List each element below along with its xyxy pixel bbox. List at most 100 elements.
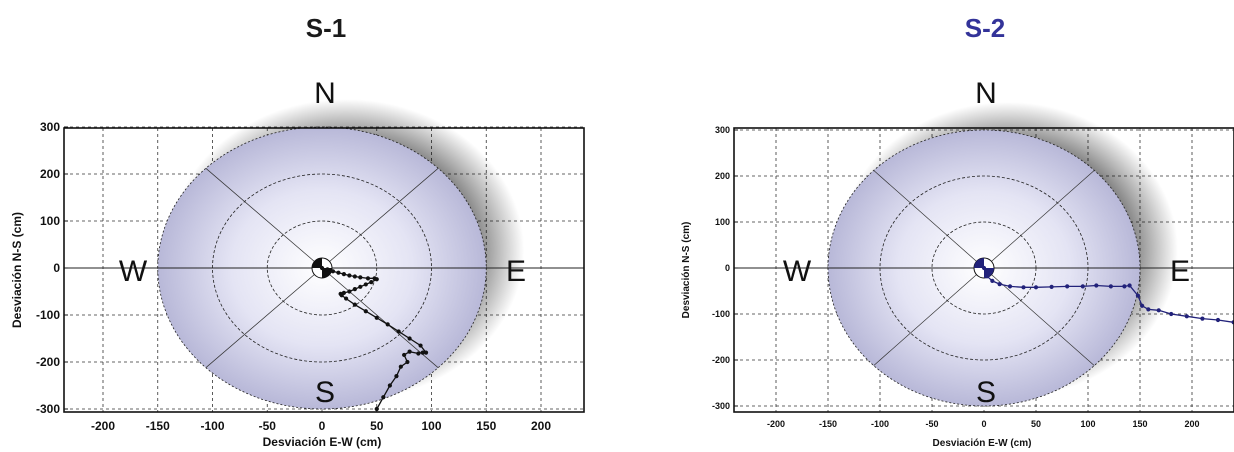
data-point xyxy=(1139,303,1145,308)
compass-label-south: S xyxy=(976,376,996,409)
x-tick-label: -150 xyxy=(819,419,837,429)
data-point xyxy=(385,322,390,327)
data-point xyxy=(423,350,429,355)
compass-label-west: W xyxy=(119,255,148,288)
x-tick-label: 100 xyxy=(421,419,441,433)
y-tick-label: 200 xyxy=(40,167,60,181)
data-point xyxy=(985,274,990,279)
data-point xyxy=(352,274,357,279)
data-point xyxy=(1169,311,1174,317)
data-point xyxy=(343,296,349,301)
data-point xyxy=(1127,283,1132,288)
panel-s1: S-1 -200 -150 -100 -50 0 50 100 150 200-300-200-… xyxy=(10,13,585,449)
data-point xyxy=(1065,284,1070,289)
y-axis-label: Desviación N-S (cm) xyxy=(10,212,24,328)
data-point xyxy=(418,343,423,348)
data-point xyxy=(363,282,368,287)
center-marker-quadrant xyxy=(312,258,322,268)
x-tick-label: 200 xyxy=(1184,419,1199,429)
y-tick-label: -100 xyxy=(36,308,60,322)
x-tick-label: 0 xyxy=(319,419,326,433)
y-tick-label: -300 xyxy=(36,402,60,416)
x-tick-label: -100 xyxy=(200,419,224,433)
data-point xyxy=(381,395,386,400)
plot-area: -200 -150 -100 -50 0 50 100 150 200 -300 -200 -100 0… xyxy=(36,99,585,433)
x-tick-label: -200 xyxy=(91,419,115,433)
y-tick-label: -300 xyxy=(712,401,730,411)
data-point xyxy=(1094,283,1099,288)
chart-title: S-2 xyxy=(965,13,1005,43)
data-point xyxy=(407,336,412,341)
y-tick-label: -100 xyxy=(712,309,730,319)
data-point xyxy=(374,277,379,282)
data-point xyxy=(990,278,995,283)
data-point xyxy=(1049,284,1054,289)
x-tick-label: 50 xyxy=(1031,419,1041,429)
x-tick-label: 0 xyxy=(981,419,986,429)
data-point xyxy=(997,282,1002,287)
data-point xyxy=(398,364,403,369)
data-point xyxy=(396,329,401,334)
data-point xyxy=(981,265,987,271)
compass-label-south: S xyxy=(315,376,335,409)
y-tick-label: 100 xyxy=(715,217,730,227)
data-point xyxy=(1215,317,1221,323)
y-tick-label: 0 xyxy=(725,263,730,273)
data-point xyxy=(363,309,368,314)
panel-s2: S-2 -200 -150 -100 -50 0 50 100 150 200-300-200-… xyxy=(681,13,1234,449)
compass-label-east: E xyxy=(1170,255,1190,288)
data-point xyxy=(1007,284,1013,289)
compass-label-east: E xyxy=(506,255,526,288)
x-tick-label: -200 xyxy=(767,419,785,429)
data-point xyxy=(1122,284,1127,289)
data-point xyxy=(405,359,410,365)
x-tick-label: 100 xyxy=(1080,419,1095,429)
data-point xyxy=(358,275,363,280)
data-point xyxy=(402,352,407,358)
x-tick-label: 50 xyxy=(370,419,384,433)
data-point xyxy=(374,315,379,320)
plot-frame xyxy=(63,127,585,413)
data-point xyxy=(1200,316,1205,321)
plot-area: -200 -150 -100 -50 0 50 100 150 200 -300 -200 -100 0… xyxy=(712,102,1234,429)
y-tick-label: 300 xyxy=(715,125,730,135)
data-point xyxy=(358,284,363,289)
data-point xyxy=(1033,285,1039,290)
x-tick-label: 150 xyxy=(476,419,496,433)
data-point xyxy=(394,374,399,379)
data-point xyxy=(330,269,336,274)
data-point xyxy=(336,270,341,275)
x-tick-label: 150 xyxy=(1132,419,1147,429)
data-point xyxy=(347,289,352,294)
data-point xyxy=(1156,308,1161,313)
x-tick-label: -50 xyxy=(925,419,938,429)
data-point xyxy=(387,383,392,388)
data-point xyxy=(1080,284,1085,289)
data-point xyxy=(347,273,352,278)
data-point xyxy=(407,349,412,354)
data-point xyxy=(1146,307,1151,312)
series-layer xyxy=(319,265,429,412)
y-tick-label: -200 xyxy=(712,355,730,365)
y-tick-label: 200 xyxy=(715,171,730,181)
data-point xyxy=(369,280,374,285)
compass-label-north: N xyxy=(314,77,336,110)
x-tick-label: -50 xyxy=(259,419,277,433)
data-point xyxy=(374,406,379,412)
y-tick-label: 100 xyxy=(40,214,60,228)
compass-label-north: N xyxy=(975,77,997,110)
x-axis-label: Desviación E-W (cm) xyxy=(263,435,382,449)
data-point xyxy=(416,351,421,356)
data-point xyxy=(365,276,371,281)
y-tick-label: 0 xyxy=(53,261,60,275)
data-point xyxy=(352,302,357,307)
data-point xyxy=(1108,284,1113,289)
data-point xyxy=(1135,293,1141,298)
compass-label-west: W xyxy=(783,255,812,288)
chart-title: S-1 xyxy=(306,13,346,43)
data-point xyxy=(325,267,330,272)
y-axis-label: Desviación N-S (cm) xyxy=(681,222,692,319)
x-tick-label: 200 xyxy=(531,419,551,433)
plot-frame xyxy=(733,127,1234,413)
series-layer xyxy=(981,265,1234,325)
